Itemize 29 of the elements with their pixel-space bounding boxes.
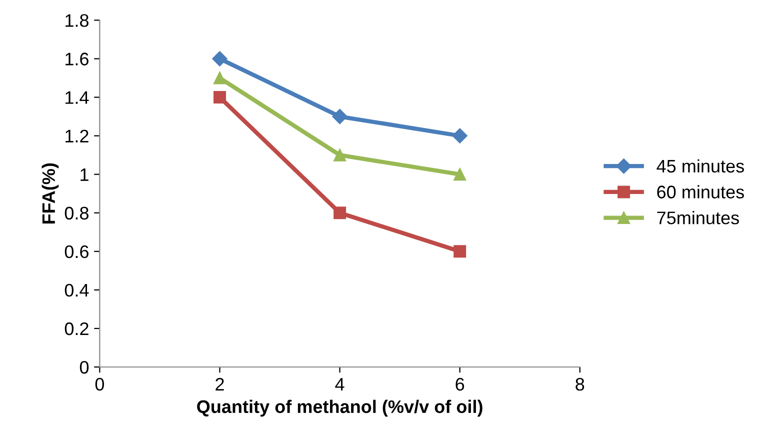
point (213, 72, 226, 84)
y-tick-label: 0.2 (64, 322, 88, 336)
x-tick-label: 0 (95, 378, 104, 391)
legend-label: 75minutes (657, 211, 739, 224)
y-tick-label: 1 (80, 168, 88, 181)
point (213, 91, 226, 104)
y-tick-label: 0.8 (64, 206, 88, 220)
point (332, 108, 348, 124)
point (212, 51, 228, 66)
y-tick-label: 1.6 (66, 52, 88, 66)
point (452, 128, 468, 144)
y-tick-label: 1.2 (66, 130, 88, 142)
legend-label: 60 minutes (657, 185, 744, 198)
y-tick-label: 0 (80, 360, 89, 374)
x-tick-label: 4 (335, 378, 344, 391)
point (454, 168, 466, 181)
x-tick-label: 2 (216, 378, 224, 391)
y-tick-label: 0.4 (64, 284, 89, 297)
y-tick-label: 0.6 (64, 245, 88, 258)
y-tick-label: 1.8 (66, 14, 88, 27)
point (334, 206, 346, 220)
point (454, 245, 466, 258)
y-axis-title: FFA(%) (42, 163, 59, 224)
y-tick-label: 1.4 (66, 91, 89, 104)
point (334, 148, 346, 162)
x-axis-title: Quantity of methanol (%v/v of oil) (197, 400, 482, 417)
x-tick-label: 8 (576, 378, 584, 391)
x-tick-label: 6 (456, 378, 464, 391)
legend-label: 45 minutes (656, 159, 744, 173)
